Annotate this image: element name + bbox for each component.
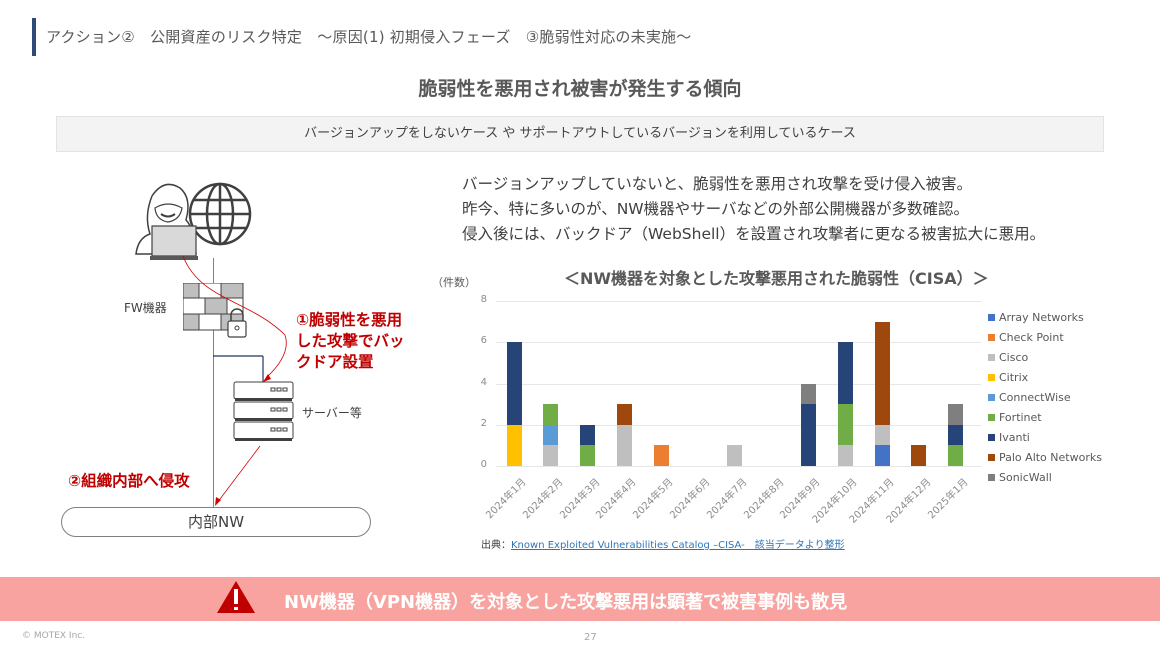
bar-segment xyxy=(837,342,853,405)
gridline xyxy=(496,383,981,385)
gridline xyxy=(496,342,981,344)
bar-segment xyxy=(580,445,596,466)
legend-label: Citrix xyxy=(999,370,1029,384)
bar-segment xyxy=(543,404,559,425)
legend-item: Ivanti xyxy=(988,428,1102,448)
chart-legend: Array Networks Check Point Cisco Citrix Conn… xyxy=(988,307,1102,488)
server-label: サーバー等 xyxy=(302,406,362,420)
bar-segment xyxy=(653,445,669,466)
bar-segment xyxy=(948,404,964,425)
legend-item: ConnectWise xyxy=(988,387,1102,407)
legend-item: Fortinet xyxy=(988,407,1102,427)
legend-label: ConnectWise xyxy=(999,390,1071,404)
case-description-box: バージョンアップをしないケース や サポートアウトしているバージョンを利用してい… xyxy=(56,116,1104,152)
source-link[interactable]: Known Exploited Vulnerabilities Catalog … xyxy=(511,540,845,551)
bar-segment xyxy=(616,424,632,466)
annotation-backdoor: ①脆弱性を悪用 した攻撃でバッ クドア設置 xyxy=(296,310,405,373)
bar-segment xyxy=(800,383,816,405)
legend-label: SonicWall xyxy=(999,471,1052,485)
chart-y-unit: （件数） xyxy=(432,276,476,289)
legend-label: Cisco xyxy=(999,350,1029,364)
legend-swatch xyxy=(988,373,995,381)
bar-segment xyxy=(543,424,559,446)
legend-label: Palo Alto Networks xyxy=(999,451,1102,465)
legend-label: Ivanti xyxy=(999,431,1030,445)
bar-segment xyxy=(874,424,890,446)
legend-item: Palo Alto Networks xyxy=(988,448,1102,468)
bar-segment xyxy=(543,445,559,466)
conclusion-banner xyxy=(0,577,1160,621)
bar-segment xyxy=(580,424,596,446)
banner-text: NW機器（VPN機器）を対象とした攻撃悪用は顕著で被害事例も散見 xyxy=(284,592,848,613)
gridline xyxy=(496,301,981,302)
chart-title: ＜NW機器を対象とした攻撃悪用された脆弱性（CISA）＞ xyxy=(564,269,989,288)
bar-segment xyxy=(911,445,927,466)
hacker-icon xyxy=(135,182,252,260)
globe-icon xyxy=(188,182,252,246)
bar-segment xyxy=(837,404,853,446)
legend-swatch xyxy=(988,313,995,321)
fw-label: FW機器 xyxy=(124,301,167,315)
page-number: 27 xyxy=(584,632,597,643)
y-tick-label: 4 xyxy=(480,376,487,388)
legend-item: Array Networks xyxy=(988,307,1102,327)
annotation-line: ①脆弱性を悪用 xyxy=(296,311,403,329)
header-title: アクション② 公開資産のリスク特定 ～原因(1) 初期侵入フェーズ ③脆弱性対応… xyxy=(46,28,692,46)
bar-segment xyxy=(616,404,632,425)
legend-item: SonicWall xyxy=(988,468,1102,488)
attack-path xyxy=(182,255,287,506)
description-line: 昨今、特に多いのが、NW機器やサーバなどの外部公開機器が多数確認。 xyxy=(462,200,969,218)
description-line: バージョンアップしていないと、脆弱性を悪用され攻撃を受け侵入被害。 xyxy=(462,175,973,193)
y-tick-label: 8 xyxy=(480,294,487,305)
legend-swatch xyxy=(988,474,995,482)
bar-segment xyxy=(837,445,853,466)
header-accent-bar xyxy=(32,18,36,56)
page-title: 脆弱性を悪用され被害が発生する傾向 xyxy=(418,78,742,100)
annotation-line: クドア設置 xyxy=(296,353,374,371)
legend-item: Check Point xyxy=(988,327,1102,347)
bar-segment xyxy=(948,445,964,466)
legend-swatch xyxy=(988,393,995,401)
firewall-icon xyxy=(183,283,247,338)
bar-segment xyxy=(948,424,964,446)
server-icon xyxy=(233,381,294,441)
y-tick-label: 6 xyxy=(480,335,487,347)
bar-segment xyxy=(506,424,522,466)
description-text: バージョンアップしていないと、脆弱性を悪用され攻撃を受け侵入被害。 昨今、特に多… xyxy=(462,172,1045,247)
gridline xyxy=(496,424,981,426)
lock-icon xyxy=(227,308,247,338)
annotation-internal-attack: ②組織内部へ侵攻 xyxy=(68,472,190,490)
source-prefix: 出典： xyxy=(481,540,511,551)
network-line xyxy=(213,258,214,508)
description-line: 侵入後には、バックドア（WebShell）を設置され攻撃者に更なる被害拡大に悪用… xyxy=(462,225,1046,243)
legend-swatch xyxy=(988,333,995,341)
bar-segment xyxy=(506,342,522,425)
warning-icon xyxy=(217,581,255,613)
legend-item: Cisco xyxy=(988,347,1102,367)
legend-label: Array Networks xyxy=(999,310,1084,324)
y-tick-label: 0 xyxy=(480,459,487,470)
legend-swatch xyxy=(988,434,995,442)
copyright: © MOTEX Inc. xyxy=(22,631,86,641)
legend-swatch xyxy=(988,454,995,462)
internal-network: 内部NW xyxy=(61,507,371,537)
y-tick-label: 2 xyxy=(480,417,487,429)
bar-segment xyxy=(800,404,816,466)
bar-segment xyxy=(874,321,890,425)
legend-item: Citrix xyxy=(988,367,1102,387)
annotation-line: した攻撃でバッ xyxy=(296,332,405,350)
gridline xyxy=(496,466,981,467)
bar-segment xyxy=(727,445,743,466)
legend-swatch xyxy=(988,353,995,361)
legend-label: Check Point xyxy=(999,330,1064,344)
legend-swatch xyxy=(988,414,995,422)
bar-segment xyxy=(874,445,890,466)
legend-label: Fortinet xyxy=(999,411,1042,425)
source-citation: 出典：Known Exploited Vulnerabilities Catal… xyxy=(481,536,845,551)
